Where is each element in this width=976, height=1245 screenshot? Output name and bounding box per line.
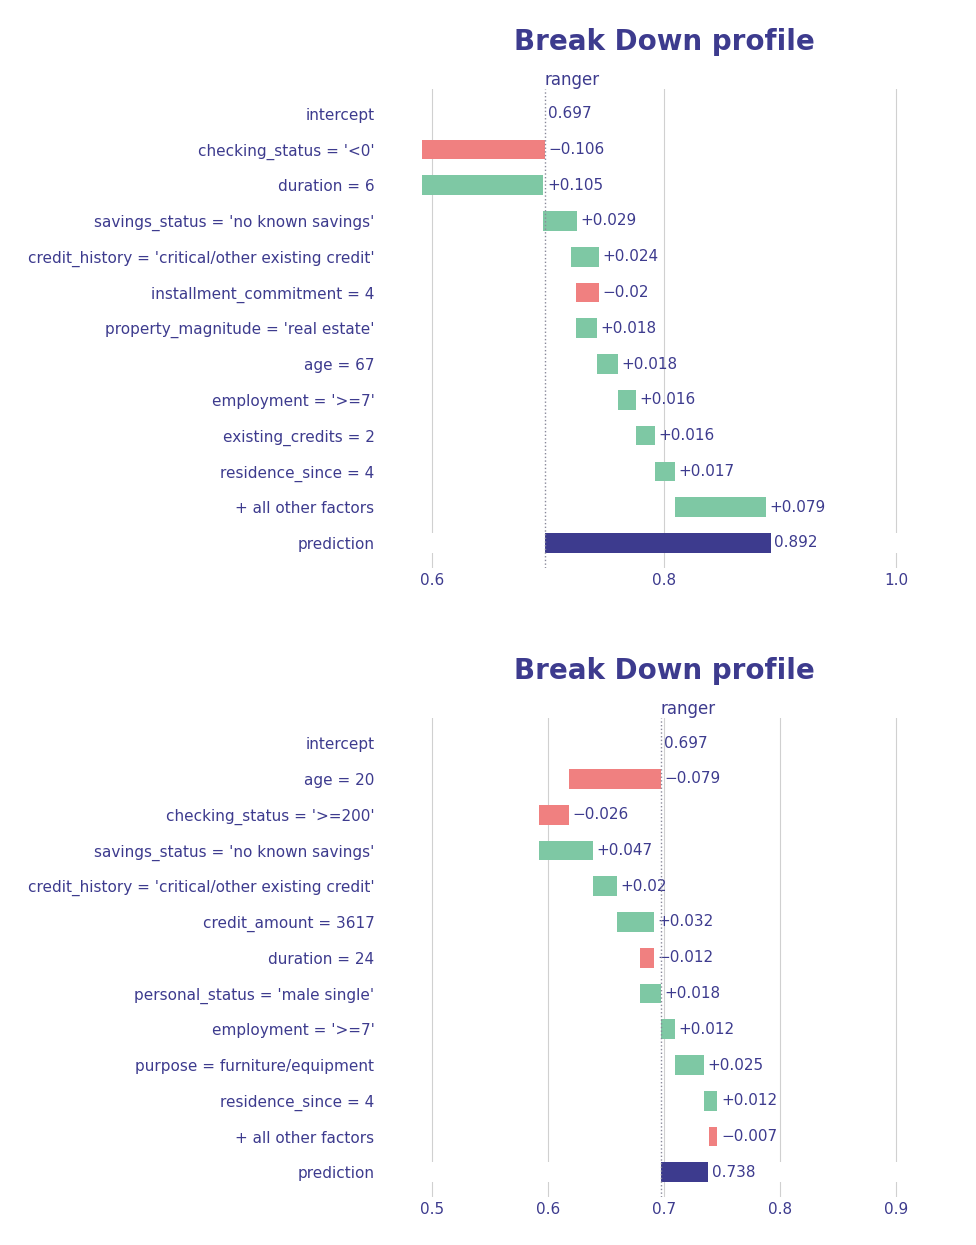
Text: ranger: ranger — [545, 71, 600, 88]
Text: +0.024: +0.024 — [602, 249, 659, 264]
Bar — [545, 533, 771, 553]
Bar — [539, 840, 593, 860]
Bar — [539, 804, 569, 824]
Text: ranger: ranger — [661, 700, 715, 718]
Text: +0.032: +0.032 — [657, 915, 713, 930]
Text: +0.079: +0.079 — [770, 499, 826, 514]
Text: +0.012: +0.012 — [678, 1022, 734, 1037]
Bar — [661, 1163, 709, 1183]
Bar — [655, 462, 674, 481]
Text: +0.029: +0.029 — [581, 213, 637, 229]
Bar — [380, 533, 949, 553]
Text: +0.012: +0.012 — [721, 1093, 777, 1108]
Text: −0.02: −0.02 — [602, 285, 649, 300]
Bar — [674, 1056, 704, 1074]
Text: +0.025: +0.025 — [707, 1057, 763, 1072]
Text: +0.016: +0.016 — [658, 428, 714, 443]
Text: +0.105: +0.105 — [547, 178, 603, 193]
Bar — [617, 913, 654, 931]
Bar — [569, 769, 661, 789]
Text: −0.079: −0.079 — [664, 772, 720, 787]
Bar — [544, 212, 577, 230]
Text: −0.026: −0.026 — [573, 807, 629, 822]
Bar — [422, 139, 545, 159]
Bar — [661, 1020, 674, 1040]
Text: 0.697: 0.697 — [664, 736, 708, 751]
Text: −0.007: −0.007 — [721, 1129, 777, 1144]
Text: +0.017: +0.017 — [678, 464, 734, 479]
Text: +0.018: +0.018 — [600, 321, 657, 336]
Bar — [636, 426, 655, 446]
Bar — [639, 984, 661, 1003]
Text: 0.738: 0.738 — [712, 1165, 755, 1180]
Text: −0.106: −0.106 — [549, 142, 604, 157]
Bar — [674, 497, 766, 517]
Text: 0.697: 0.697 — [549, 106, 591, 121]
Text: +0.02: +0.02 — [620, 879, 667, 894]
Bar — [597, 355, 618, 374]
Bar — [380, 1163, 949, 1183]
Bar — [704, 1091, 717, 1111]
Bar — [576, 319, 597, 339]
Bar — [571, 247, 599, 266]
Text: +0.018: +0.018 — [664, 986, 720, 1001]
Title: Break Down profile: Break Down profile — [513, 27, 814, 56]
Bar — [593, 876, 617, 896]
Text: +0.047: +0.047 — [597, 843, 653, 858]
Bar — [710, 1127, 717, 1147]
Bar — [639, 947, 654, 967]
Text: +0.018: +0.018 — [621, 356, 677, 371]
Text: −0.012: −0.012 — [657, 950, 713, 965]
Bar — [422, 176, 544, 195]
Text: 0.892: 0.892 — [774, 535, 818, 550]
Bar — [618, 390, 636, 410]
Bar — [576, 283, 599, 303]
Title: Break Down profile: Break Down profile — [513, 657, 814, 685]
Text: +0.016: +0.016 — [639, 392, 696, 407]
